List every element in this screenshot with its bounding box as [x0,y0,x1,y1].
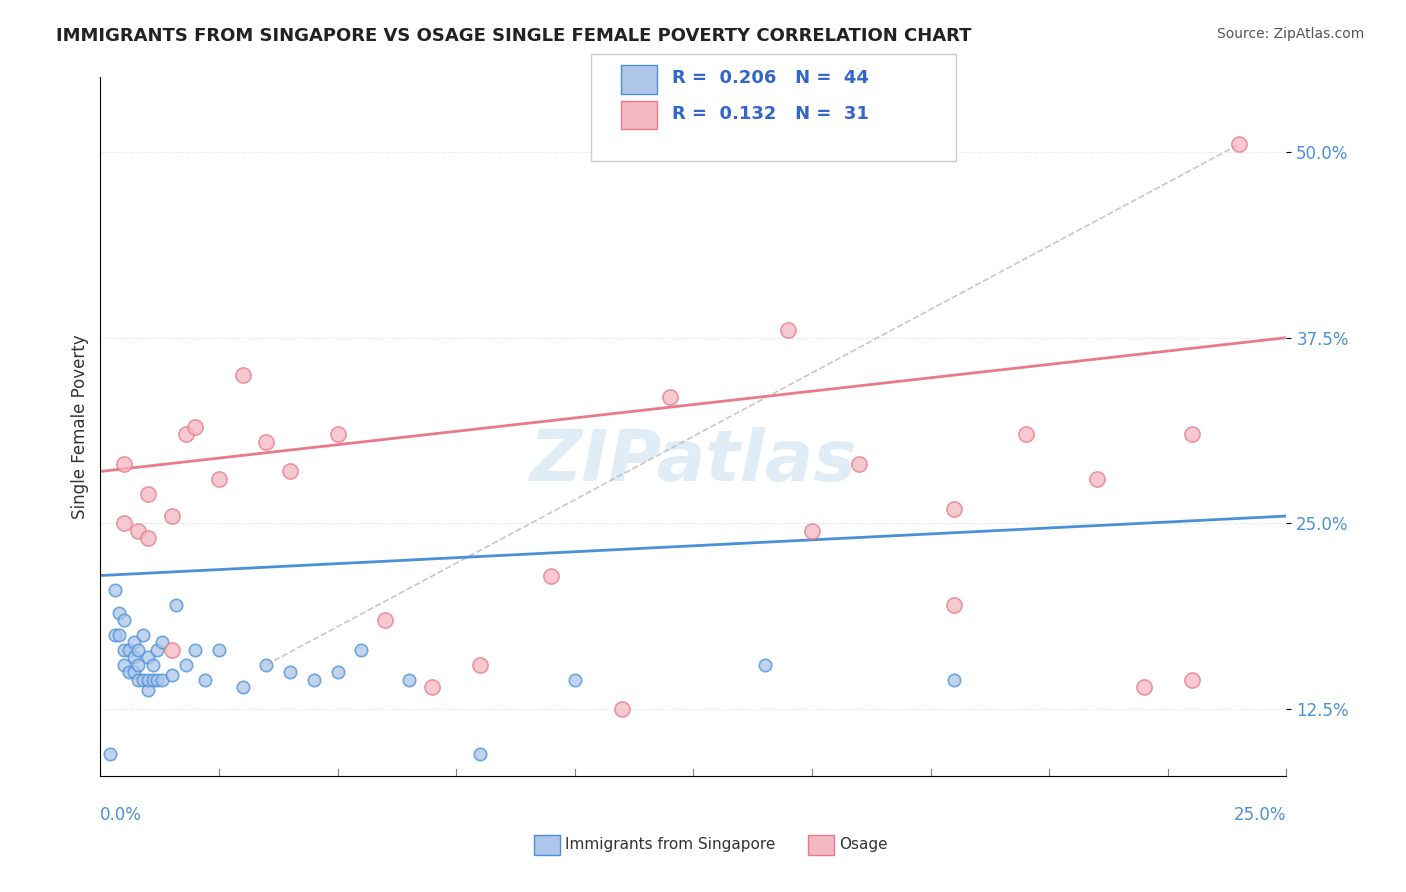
Point [150,673,173,687]
Point [184,420,207,434]
Point [165,599,187,613]
Text: Osage: Osage [839,838,889,852]
Point [127,524,149,538]
Point [132,673,155,687]
Point [174,427,197,442]
Point [108,606,131,620]
Point [1085,472,1108,486]
Text: 0.0%: 0.0% [100,806,142,824]
Point [132,628,155,642]
Point [136,683,159,698]
Point [194,673,217,687]
Point [278,665,301,680]
Point [127,643,149,657]
Point [122,665,145,680]
Point [848,457,870,471]
Point [112,457,135,471]
Point [612,702,634,716]
Point [232,368,254,382]
Point [254,657,277,672]
Text: 25.0%: 25.0% [1234,806,1286,824]
Point [174,657,197,672]
Point [1133,680,1156,694]
Point [398,673,420,687]
Point [136,673,159,687]
Point [122,635,145,649]
Point [118,643,141,657]
Point [112,613,135,627]
Point [146,643,169,657]
Point [468,657,491,672]
Point [98,747,121,761]
Point [1014,427,1036,442]
Point [103,628,125,642]
Point [136,532,159,546]
Point [422,680,444,694]
Point [112,643,135,657]
Point [136,650,159,665]
Point [326,427,349,442]
Point [208,472,231,486]
Point [468,747,491,761]
Point [1180,673,1202,687]
Point [1180,427,1202,442]
Point [326,665,349,680]
Point [943,673,966,687]
Point [658,390,681,404]
Point [150,635,173,649]
Point [118,665,141,680]
Point [160,643,183,657]
Point [278,465,301,479]
Text: ZIPatlas: ZIPatlas [530,427,858,496]
Point [374,613,396,627]
Point [350,643,373,657]
Point [160,509,183,524]
Point [108,628,131,642]
Point [103,583,125,598]
Point [564,673,586,687]
Point [208,643,231,657]
Point [943,501,966,516]
Point [146,673,169,687]
Point [801,524,824,538]
Point [184,643,207,657]
Point [232,680,254,694]
Y-axis label: Single Female Poverty: Single Female Poverty [72,334,89,519]
Point [122,650,145,665]
Point [778,323,800,337]
Point [302,673,325,687]
Text: R =  0.132   N =  31: R = 0.132 N = 31 [672,105,869,123]
Text: IMMIGRANTS FROM SINGAPORE VS OSAGE SINGLE FEMALE POVERTY CORRELATION CHART: IMMIGRANTS FROM SINGAPORE VS OSAGE SINGL… [56,27,972,45]
Point [136,487,159,501]
Point [1227,137,1250,152]
Text: Source: ZipAtlas.com: Source: ZipAtlas.com [1216,27,1364,41]
Point [160,668,183,682]
Text: R =  0.206   N =  44: R = 0.206 N = 44 [672,70,869,87]
Point [754,657,776,672]
Point [112,516,135,531]
Point [112,657,135,672]
Point [254,434,277,449]
Point [943,599,966,613]
Point [141,657,163,672]
Point [141,673,163,687]
Point [127,657,149,672]
Text: Immigrants from Singapore: Immigrants from Singapore [565,838,776,852]
Point [127,673,149,687]
Point [540,568,562,582]
